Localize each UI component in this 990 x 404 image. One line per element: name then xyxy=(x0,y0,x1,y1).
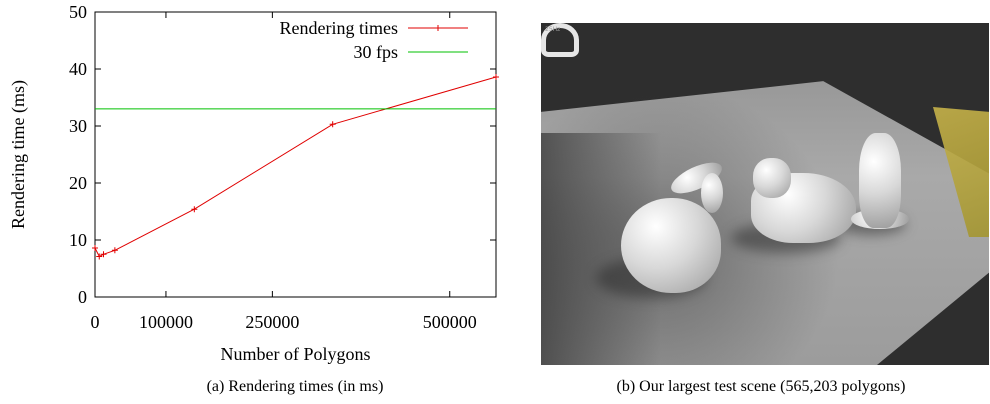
data-point xyxy=(100,251,107,258)
bunny-statue xyxy=(621,198,721,293)
buddha-arms xyxy=(541,23,579,57)
chart-svg: 0 10 20 30 40 50 0 100000 250000 500000 Number of … xyxy=(8,2,499,364)
caption-a: (a) Rendering times (in ms) xyxy=(206,378,384,395)
legend-label: Rendering times xyxy=(280,18,398,38)
data-point xyxy=(111,247,118,254)
data-point xyxy=(493,73,499,80)
data-point xyxy=(92,244,98,251)
legend-label: 30 fps xyxy=(354,42,399,62)
buddha-statue xyxy=(859,133,901,228)
x-tick-label: 250000 xyxy=(245,312,299,332)
x-tick-label: 100000 xyxy=(139,312,193,332)
y-tick-label: 20 xyxy=(69,173,87,193)
legend-marker xyxy=(435,25,441,31)
x-axis-label: Number of Polygons xyxy=(221,344,371,364)
x-tick-label: 0 xyxy=(91,312,100,332)
bunny-ear xyxy=(701,173,723,213)
y-tick-label: 0 xyxy=(78,287,87,307)
rendering-times-chart: 0 10 20 30 40 50 0 100000 250000 500000 Number of … xyxy=(8,2,499,364)
y-tick-label: 40 xyxy=(69,59,87,79)
data-point xyxy=(191,206,198,213)
dragon-head xyxy=(753,158,791,198)
scene-fps-label: 25Hz xyxy=(545,26,561,33)
data-point xyxy=(96,253,103,260)
y-tick-label: 10 xyxy=(69,230,87,250)
plot-frame xyxy=(94,11,497,298)
y-axis-label: Rendering time (ms) xyxy=(8,80,29,229)
test-scene-image: 25Hz xyxy=(541,23,989,365)
series-line-1 xyxy=(94,76,497,258)
caption-b: (b) Our largest test scene (565,203 poly… xyxy=(616,378,906,395)
y-tick-label: 30 xyxy=(69,116,87,136)
x-tick-label: 500000 xyxy=(423,312,477,332)
data-point xyxy=(329,121,336,128)
y-tick-label: 50 xyxy=(69,2,87,22)
